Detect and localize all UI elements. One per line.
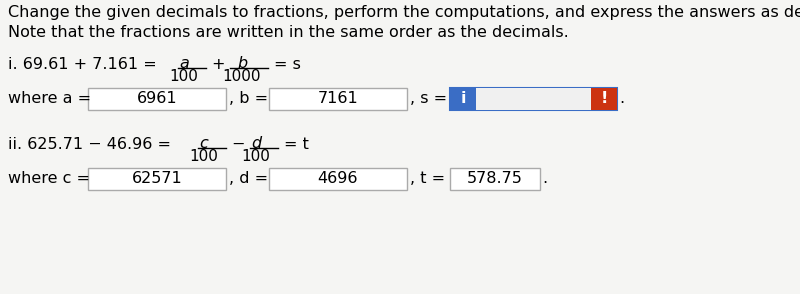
Text: 4696: 4696: [318, 171, 358, 186]
Text: 100: 100: [190, 149, 218, 164]
Text: b: b: [237, 56, 247, 71]
Text: 7161: 7161: [318, 91, 358, 106]
FancyBboxPatch shape: [269, 88, 407, 110]
Text: !: !: [600, 91, 608, 106]
Text: d: d: [251, 136, 261, 151]
Text: 100: 100: [242, 149, 270, 164]
FancyBboxPatch shape: [269, 168, 407, 190]
Text: −: −: [231, 137, 244, 152]
Text: 62571: 62571: [132, 171, 182, 186]
Text: where c =: where c =: [8, 171, 90, 186]
FancyBboxPatch shape: [450, 168, 540, 190]
Text: i: i: [460, 91, 466, 106]
Text: Change the given decimals to fractions, perform the computations, and express th: Change the given decimals to fractions, …: [8, 5, 800, 20]
Text: +: +: [211, 57, 225, 72]
Text: i. 69.61 + 7.161 =: i. 69.61 + 7.161 =: [8, 57, 157, 72]
Text: = s: = s: [274, 57, 301, 72]
Text: .: .: [619, 91, 624, 106]
Text: , d =: , d =: [229, 171, 268, 186]
Text: Note that the fractions are written in the same order as the decimals.: Note that the fractions are written in t…: [8, 25, 569, 40]
Text: c: c: [200, 136, 208, 151]
Text: ii. 625.71 − 46.96 =: ii. 625.71 − 46.96 =: [8, 137, 171, 152]
FancyBboxPatch shape: [88, 88, 226, 110]
Text: , s =: , s =: [410, 91, 447, 106]
Text: .: .: [542, 171, 547, 186]
Text: , t =: , t =: [410, 171, 445, 186]
Text: , b =: , b =: [229, 91, 268, 106]
Text: 100: 100: [170, 69, 198, 84]
Text: where a =: where a =: [8, 91, 91, 106]
Text: = t: = t: [284, 137, 309, 152]
FancyBboxPatch shape: [88, 168, 226, 190]
Text: 1000: 1000: [222, 69, 262, 84]
Text: 6961: 6961: [137, 91, 178, 106]
FancyBboxPatch shape: [476, 88, 591, 110]
FancyBboxPatch shape: [450, 88, 476, 110]
Text: a: a: [179, 56, 189, 71]
FancyBboxPatch shape: [591, 88, 617, 110]
Text: 578.75: 578.75: [467, 171, 523, 186]
